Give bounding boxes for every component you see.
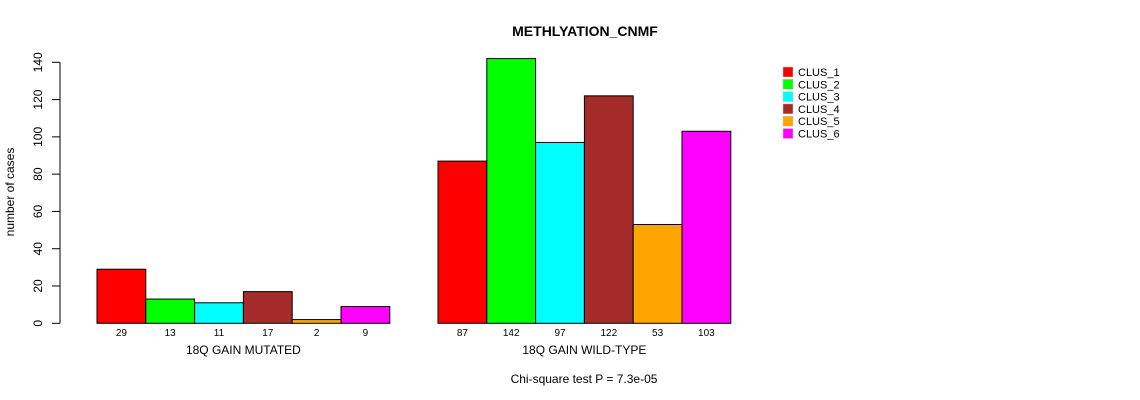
bar-clus-6 — [681, 130, 732, 324]
legend-swatch — [782, 103, 794, 115]
bar-clus-6 — [340, 306, 391, 324]
bar-clus-1 — [437, 160, 488, 324]
y-tick-label: 80 — [31, 167, 45, 181]
bar-clus-1 — [96, 268, 147, 324]
y-tick-label: 0 — [31, 320, 45, 327]
bar-clus-3 — [194, 302, 244, 324]
bar-value-label: 9 — [363, 328, 369, 339]
bar-clus-5 — [632, 223, 683, 324]
y-tick-label: 20 — [31, 279, 45, 293]
legend-swatch — [782, 128, 794, 139]
footnote: Chi-square test P = 7.3e-05 — [511, 372, 658, 386]
bar-clus-2 — [145, 298, 196, 324]
bar-clus-5 — [291, 319, 342, 324]
bar-value-label: 13 — [165, 328, 177, 339]
group-label: 18Q GAIN WILD-TYPE — [522, 343, 646, 357]
legend-label: CLUS_4 — [798, 104, 840, 116]
y-tick-label: 40 — [31, 242, 45, 256]
bar-value-label: 2 — [314, 328, 320, 339]
bar-value-label: 103 — [698, 328, 715, 339]
bar-clus-2 — [486, 58, 537, 324]
legend-swatch — [782, 91, 794, 102]
bar-value-label: 97 — [554, 328, 566, 339]
bar-value-label: 122 — [600, 328, 617, 339]
legend-label: CLUS_6 — [798, 129, 840, 141]
y-tick-label: 100 — [31, 127, 45, 147]
legend-label: CLUS_2 — [798, 79, 840, 91]
bar-clus-3 — [535, 141, 585, 324]
bar-value-label: 17 — [262, 328, 274, 339]
legend-label: CLUS_5 — [798, 116, 840, 128]
y-tick-label: 140 — [31, 52, 45, 72]
bar-value-label: 53 — [652, 328, 664, 339]
bar-value-label: 11 — [214, 328, 225, 339]
bar-value-label: 87 — [457, 328, 469, 339]
legend-swatch — [782, 115, 794, 127]
legend-swatch — [782, 79, 794, 90]
group-label: 18Q GAIN MUTATED — [186, 343, 301, 357]
legend-swatch — [782, 66, 794, 78]
y-axis-label: number of cases — [3, 148, 17, 237]
legend-label: CLUS_1 — [798, 67, 840, 79]
y-tick-label: 60 — [31, 204, 45, 218]
bar-clus-4 — [242, 291, 293, 324]
bar-value-label: 29 — [116, 328, 128, 339]
y-tick-label: 120 — [31, 89, 45, 109]
chart-title: METHLYATION_CNMF — [512, 23, 658, 39]
bar-value-label: 142 — [503, 328, 520, 339]
bar-clus-4 — [583, 95, 634, 324]
legend-label: CLUS_3 — [798, 92, 840, 104]
